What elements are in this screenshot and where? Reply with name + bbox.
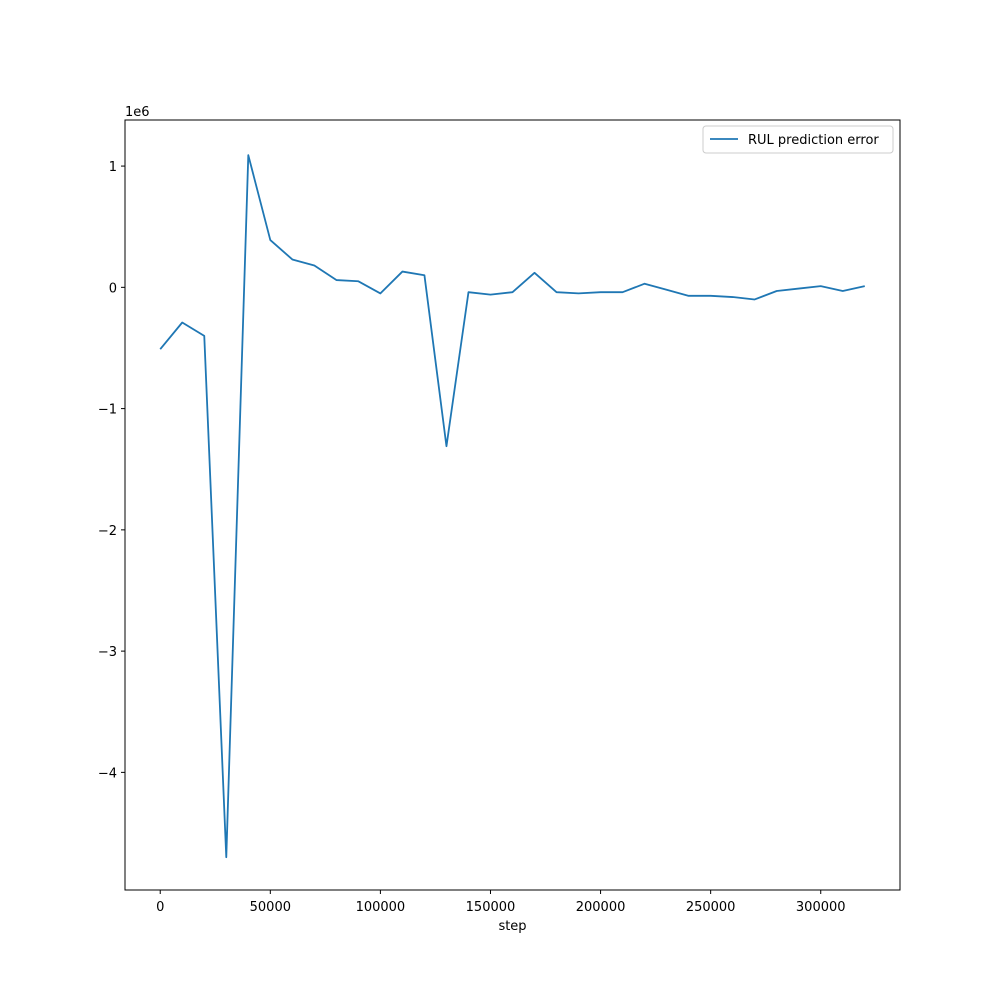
x-tick-label: 150000 [466, 900, 516, 915]
legend: RUL prediction error [703, 126, 893, 153]
y-tick-label: −4 [98, 766, 117, 781]
y-tick-label: −1 [98, 403, 117, 418]
x-tick-label: 50000 [250, 900, 291, 915]
x-tick-label: 250000 [686, 900, 736, 915]
x-tick-label: 200000 [576, 900, 626, 915]
y-tick-label: −3 [98, 645, 117, 660]
y-tick-label: 0 [109, 281, 117, 296]
x-axis: 0 50000 100000 150000 200000 250000 300000 [156, 890, 845, 915]
x-axis-label: step [498, 919, 526, 934]
legend-label: RUL prediction error [748, 133, 879, 148]
x-tick-label: 0 [156, 900, 164, 915]
y-tick-label: 1 [109, 160, 117, 175]
x-tick-label: 300000 [796, 900, 846, 915]
x-tick-label: 100000 [356, 900, 406, 915]
y-tick-label: −2 [98, 524, 117, 539]
y-axis: 1 0 −1 −2 −3 −4 [98, 160, 125, 781]
plot-area [125, 120, 900, 890]
y-offset-label: 1e6 [125, 105, 150, 120]
